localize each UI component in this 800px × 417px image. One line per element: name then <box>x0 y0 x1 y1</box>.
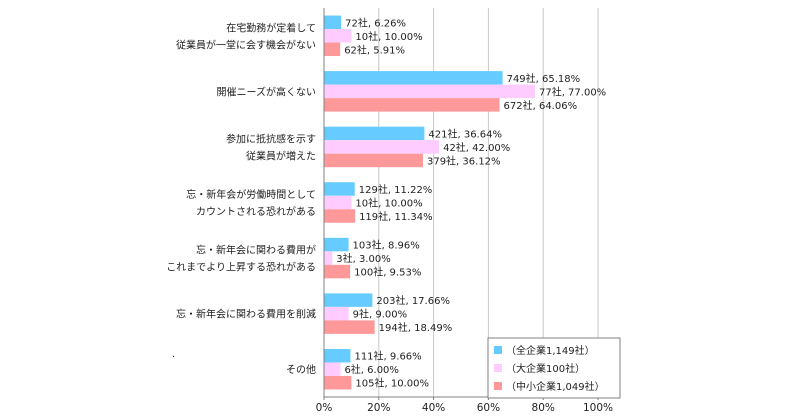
bar-2-1 <box>324 29 352 43</box>
bar-3-5 <box>324 264 351 279</box>
category-label-2: 開催ニーズが高くない <box>217 85 317 98</box>
bar-2-2 <box>324 84 535 99</box>
legend-swatch-3 <box>494 382 502 390</box>
data-label-3-1: 62社, 5.91% <box>344 43 405 56</box>
bar-2-3 <box>324 140 440 154</box>
category-label-3-line-1: 参加に抵抗感を示す <box>226 132 316 145</box>
bar-3-2 <box>324 98 500 112</box>
bar-3-4 <box>324 209 356 223</box>
data-label-3-2: 672社, 64.06% <box>504 99 578 112</box>
bar-1-3 <box>324 126 425 141</box>
data-label-2-7: 6社, 6.00% <box>344 363 399 376</box>
bar-1-6 <box>324 293 373 307</box>
data-label-1-7: 111社, 9.66% <box>354 350 421 363</box>
bar-3-1 <box>324 42 341 57</box>
stray-dot: . <box>172 349 175 360</box>
x-tick-label-80: 80% <box>532 402 555 414</box>
legend-swatch-2 <box>494 364 502 372</box>
data-label-1-3: 421社, 36.64% <box>428 127 502 140</box>
category-label-1-line-1: 在宅勤務が定着して <box>226 21 316 34</box>
data-label-1-6: 203社, 17.66% <box>376 294 450 307</box>
category-label-1-line-2: 従業員が一堂に会す機会がない <box>176 38 316 51</box>
legend-label-1: （全企業1,149社） <box>506 344 595 357</box>
data-label-3-7: 105社, 10.00% <box>355 377 429 390</box>
bar-2-7 <box>324 362 341 376</box>
bar-2-5 <box>324 251 333 265</box>
bar-1-7 <box>324 348 351 363</box>
bar-1-5 <box>324 237 349 252</box>
bar-2-6 <box>324 306 349 321</box>
data-label-2-6: 9社, 9.00% <box>353 308 408 321</box>
bar-2-4 <box>324 195 352 210</box>
data-label-2-5: 3社, 3.00% <box>336 252 391 265</box>
data-label-2-2: 77社, 77.00% <box>539 85 606 98</box>
x-tick-label-100: 100% <box>583 402 613 414</box>
category-label-5-line-2: これまでより上昇する恐れがある <box>166 261 316 274</box>
bar-1-4 <box>324 182 355 196</box>
data-label-1-2: 749社, 65.18% <box>507 72 581 85</box>
data-label-3-3: 379社, 36.12% <box>427 154 501 167</box>
legend-label-3: （中小企業1,049社） <box>506 380 605 393</box>
category-label-5-line-1: 忘・新年会に関わる費用が <box>196 244 316 257</box>
data-label-2-3: 42社, 42.00% <box>443 141 510 154</box>
data-label-1-4: 129社, 11.22% <box>359 183 433 196</box>
data-label-3-4: 119社, 11.34% <box>359 210 433 223</box>
bar-1-1 <box>324 15 342 30</box>
legend <box>487 337 621 399</box>
x-tick-label-60: 60% <box>477 402 500 414</box>
category-label-3-line-2: 従業員が増えた <box>246 149 316 162</box>
bar-3-6 <box>324 320 375 334</box>
data-label-1-1: 72社, 6.26% <box>345 16 406 29</box>
bar-3-3 <box>324 153 423 168</box>
data-label-3-6: 194社, 18.49% <box>379 321 453 334</box>
data-label-1-5: 103社, 8.96% <box>353 239 420 252</box>
x-tick-label-0: 0% <box>316 402 333 414</box>
data-label-3-5: 100社, 9.53% <box>354 266 421 279</box>
bar-1-2 <box>324 71 503 85</box>
legend-swatch-1 <box>494 346 502 354</box>
bar-3-7 <box>324 375 352 390</box>
category-label-4-line-2: カウントされる恐れがある <box>196 205 316 218</box>
data-label-2-4: 10社, 10.00% <box>355 197 422 210</box>
x-tick-label-20: 20% <box>367 402 390 414</box>
x-tick-label-40: 40% <box>422 402 445 414</box>
legend-label-2: （大企業100社） <box>506 362 585 375</box>
category-label-4-line-1: 忘・新年会が労働時間として <box>186 188 316 201</box>
data-label-2-1: 10社, 10.00% <box>355 30 422 43</box>
category-label-6: 忘・新年会に関わる費用を削減 <box>176 308 316 321</box>
category-label-7: その他 <box>286 363 316 376</box>
